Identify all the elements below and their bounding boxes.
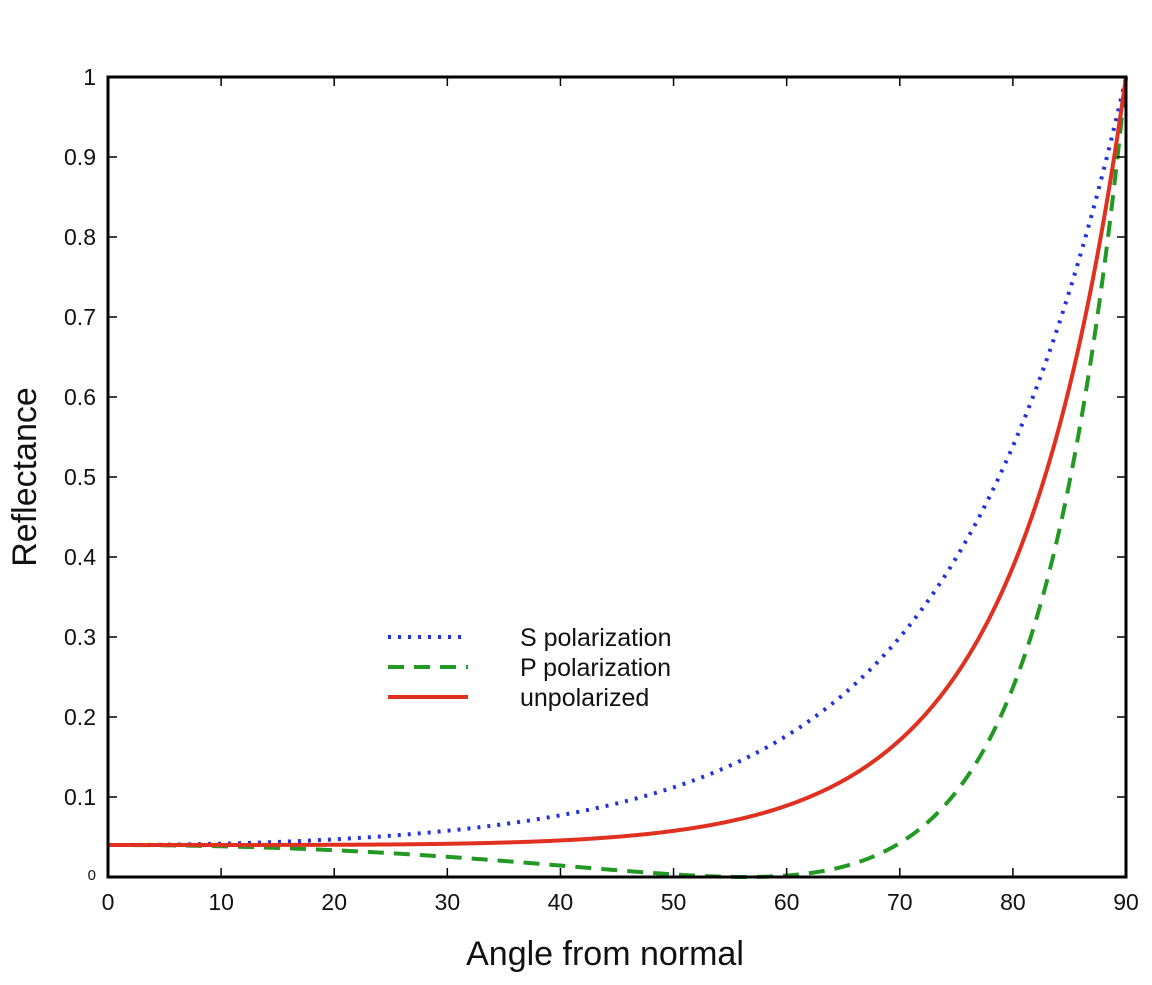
x-axis-title: Angle from normal <box>466 935 744 973</box>
x-tick-label: 10 <box>208 889 234 915</box>
x-tick-label: 70 <box>887 889 913 915</box>
x-tick-label: 40 <box>548 889 574 915</box>
y-tick-label: 0 <box>88 867 96 884</box>
x-tick-label: 0 <box>102 889 115 915</box>
legend-label-s: S polarization <box>520 624 671 652</box>
y-tick-label: 0.3 <box>64 624 96 650</box>
y-tick-label: 0.7 <box>64 304 96 330</box>
y-tick-label: 0.2 <box>64 704 96 730</box>
series-line-p <box>108 76 1128 879</box>
axis-ticks <box>107 76 1127 878</box>
series-line-u <box>108 76 1128 847</box>
data-curves <box>108 76 1128 879</box>
y-tick-label: 0.9 <box>64 144 96 170</box>
plot-background <box>108 77 1126 877</box>
legend-label-u: unpolarized <box>520 684 649 712</box>
y-tick-label: 0.4 <box>64 544 96 570</box>
legend-label-p: P polarization <box>520 654 671 682</box>
x-tick-label: 60 <box>774 889 800 915</box>
x-tick-label: 80 <box>1000 889 1026 915</box>
y-tick-label: 1 <box>83 64 96 90</box>
axis-tick-labels: 0 10 20 30 40 50 60 70 80 90 0 0.1 0.2 0.3 0.4 0.5 0.6 0.… <box>64 64 1139 915</box>
x-tick-label: 50 <box>661 889 687 915</box>
y-tick-label: 0.5 <box>64 464 96 490</box>
series-line-s <box>108 76 1128 847</box>
x-tick-label: 90 <box>1113 889 1139 915</box>
y-axis-title: Reflectance <box>6 387 44 567</box>
y-tick-label: 0.6 <box>64 384 96 410</box>
x-tick-label: 30 <box>435 889 461 915</box>
y-tick-label: 0.8 <box>64 224 96 250</box>
x-tick-label: 20 <box>321 889 347 915</box>
y-tick-label: 0.1 <box>64 784 96 810</box>
